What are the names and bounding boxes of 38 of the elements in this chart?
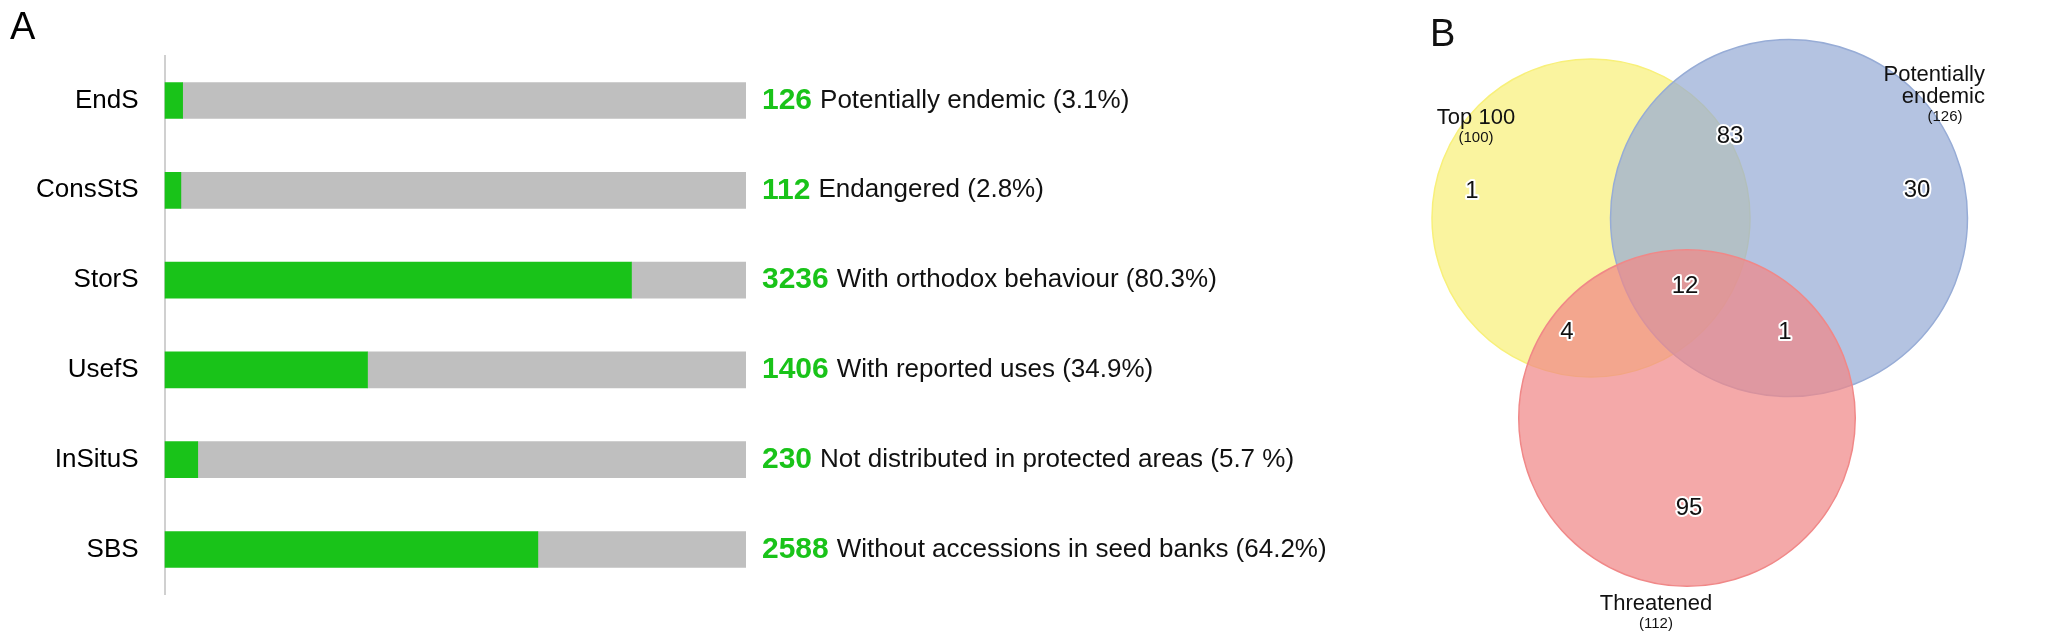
category-label: Top 100 (1436, 103, 1516, 129)
y-tick-label: InSituS (54, 442, 139, 473)
bar (197, 441, 746, 479)
bar (367, 351, 746, 389)
text: 126 Potentially endemic (3.1%) (762, 81, 1130, 115)
text: 230 Not distributed in protected areas (5.7 %) (762, 440, 1295, 474)
bar (164, 351, 368, 389)
bar (164, 82, 183, 119)
y-tick-label: ConsStS (35, 173, 139, 204)
chart-title: A (10, 5, 36, 48)
data-label: (126) (1927, 106, 1963, 124)
text: 30 (1903, 175, 1931, 203)
y-tick-label: EndS (74, 83, 139, 114)
y-tick-label: SBS (86, 532, 139, 563)
bar (164, 531, 539, 568)
text: 95 (1675, 493, 1703, 521)
y-tick-label: StorS (73, 263, 139, 294)
y-tick-label: UsefS (67, 353, 139, 384)
text: 4 (1560, 317, 1574, 345)
text: 1 (1778, 317, 1792, 345)
text: 2588 Without accessions in seed banks (64.2%) (762, 530, 1327, 564)
text: 1 (1465, 176, 1479, 204)
text: 83 (1716, 121, 1744, 149)
bar (537, 531, 746, 568)
bar (182, 82, 746, 119)
bar (164, 441, 199, 479)
text: B (1430, 12, 1456, 55)
category-label: Threatened (1599, 589, 1713, 615)
bar (631, 261, 746, 299)
data-label: (112) (1639, 613, 1673, 631)
text: 1406 With reported uses (34.9%) (762, 351, 1154, 385)
bar (180, 171, 746, 209)
bar (164, 171, 182, 209)
category-label: Potentially endemic (1883, 60, 1985, 108)
text: 12 (1671, 271, 1699, 299)
bar (164, 261, 632, 299)
text: 3236 With orthodox behaviour (80.3%) (762, 261, 1217, 295)
text: 112 Endangered (2.8%) (762, 171, 1044, 205)
